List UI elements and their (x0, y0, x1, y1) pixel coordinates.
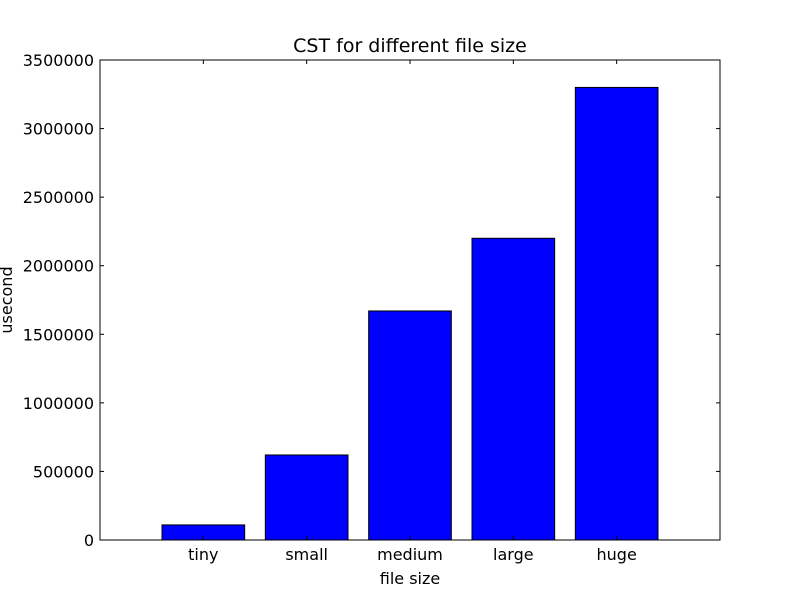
x-tick-label: small (285, 545, 328, 564)
x-tick-label: huge (597, 545, 637, 564)
bars-layer (161, 86, 659, 541)
y-tick-label: 0 (84, 531, 94, 550)
y-axis-label: usecond (0, 266, 16, 333)
y-tick-label: 1000000 (23, 394, 94, 413)
x-tick-label: large (493, 545, 534, 564)
bar-medium (368, 310, 452, 541)
y-tick-label: 2000000 (23, 257, 94, 276)
x-axis-label: file size (380, 569, 440, 588)
y-tick-label: 2500000 (23, 188, 94, 207)
y-tick-label: 1500000 (23, 325, 94, 344)
ticks-layer (100, 59, 720, 541)
x-tick-label: medium (377, 545, 443, 564)
y-tick-label: 3000000 (23, 120, 94, 139)
y-tick-label: 500000 (33, 462, 94, 481)
chart-title: CST for different file size (293, 35, 527, 57)
y-tick-label: 3500000 (23, 51, 94, 70)
bar-huge (574, 86, 659, 541)
bar-small (264, 454, 349, 541)
tick-labels-layer: tiny small medium large huge 0 500000 1000000 15… (23, 51, 637, 564)
x-tick-label: tiny (188, 545, 218, 564)
bar-large (471, 237, 556, 541)
